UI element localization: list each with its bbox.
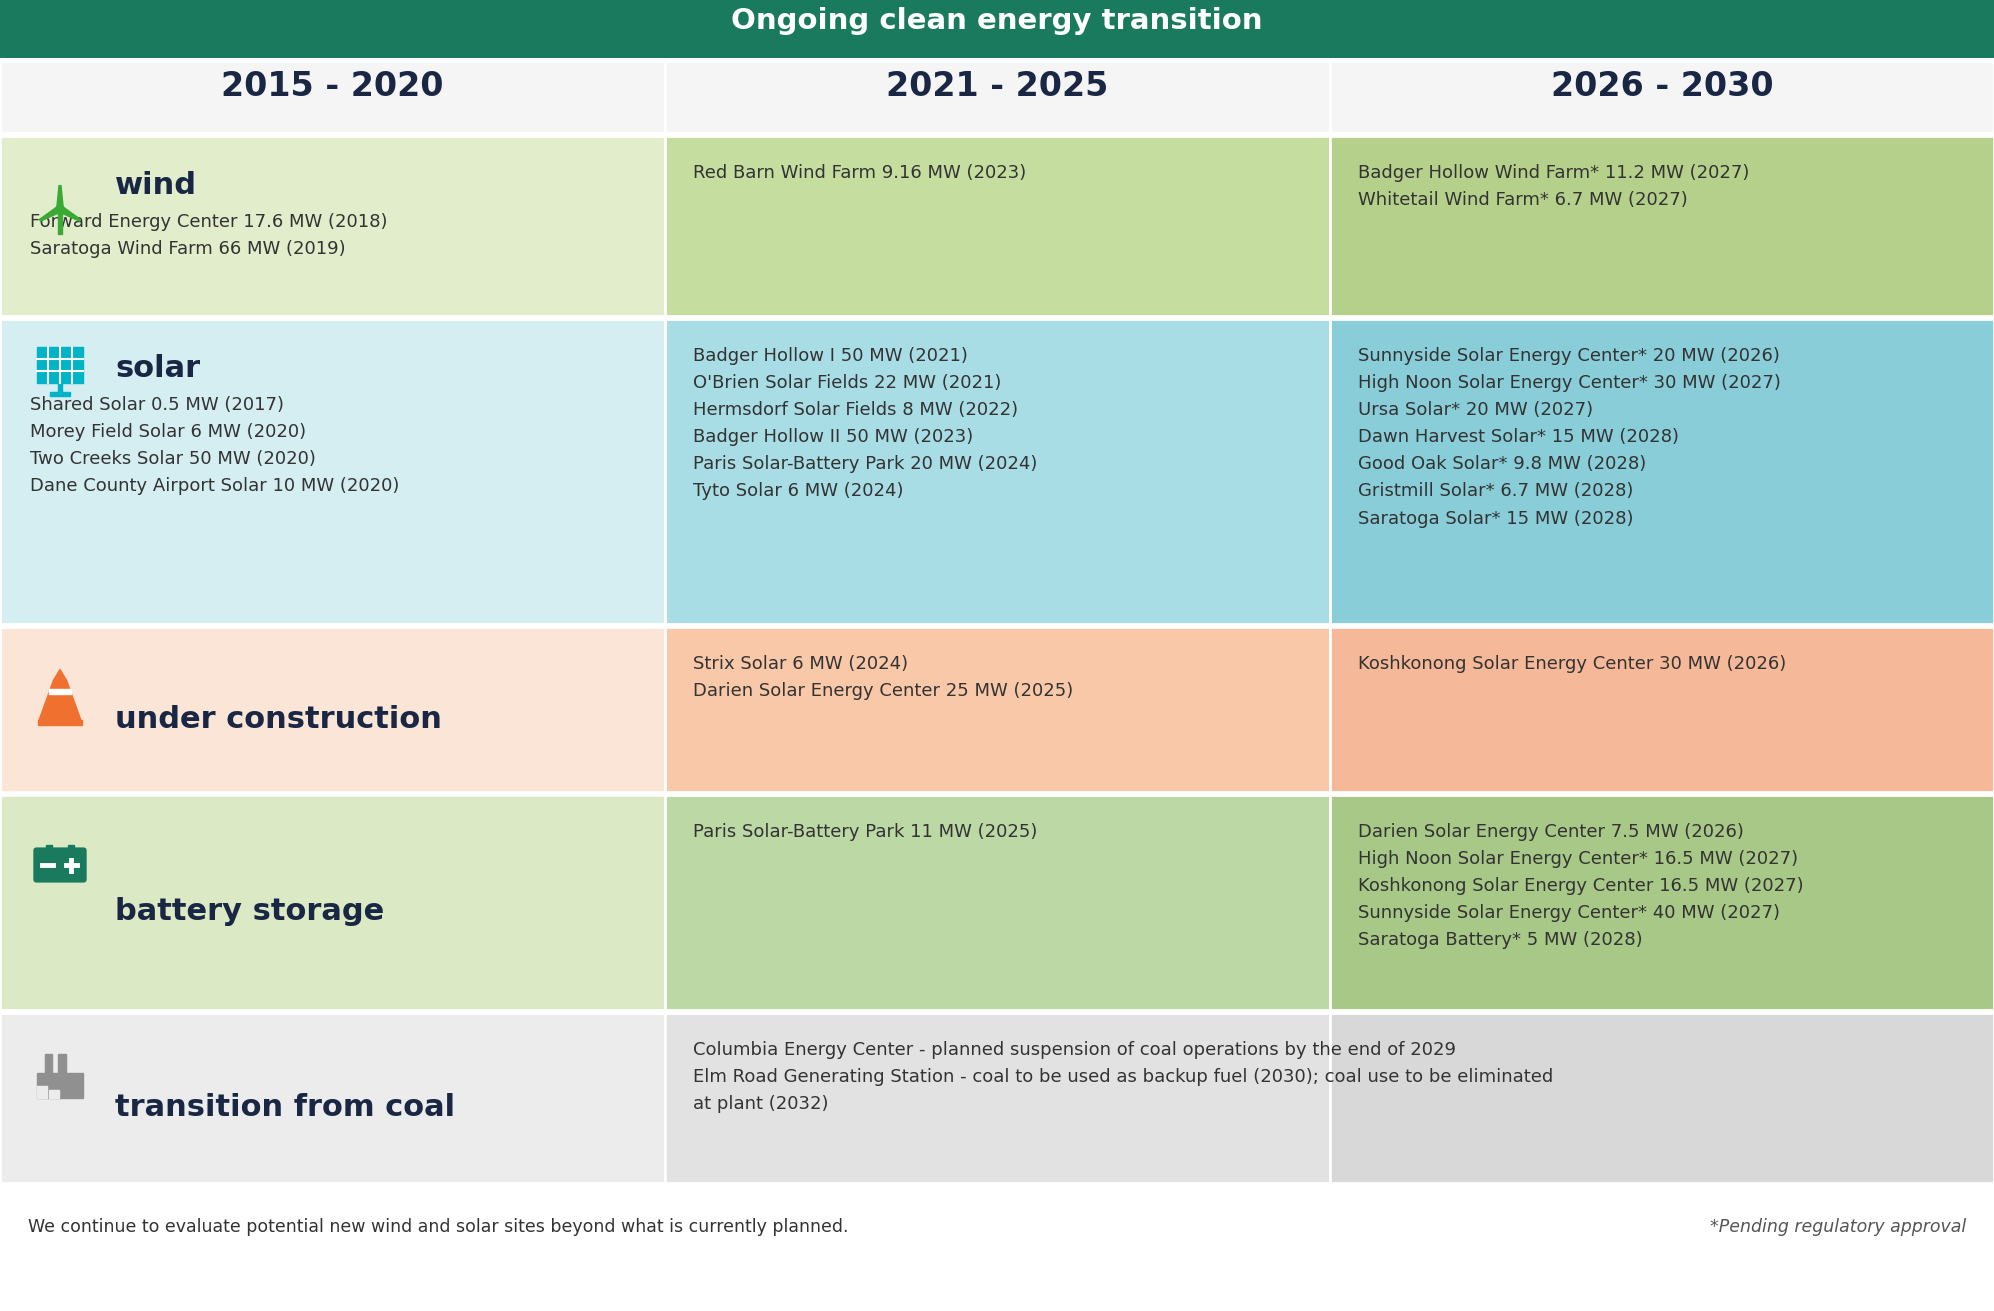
Bar — [36, 347, 84, 383]
Text: wind: wind — [116, 170, 197, 201]
Text: battery storage: battery storage — [116, 898, 385, 927]
Text: 2015 - 2020: 2015 - 2020 — [221, 71, 445, 104]
Text: 2026 - 2030: 2026 - 2030 — [1551, 71, 1773, 104]
FancyBboxPatch shape — [666, 627, 1330, 792]
FancyBboxPatch shape — [0, 0, 1994, 58]
Polygon shape — [58, 206, 80, 222]
Text: Shared Solar 0.5 MW (2017)
Morey Field Solar 6 MW (2020)
Two Creeks Solar 50 MW : Shared Solar 0.5 MW (2017) Morey Field S… — [30, 396, 399, 496]
Bar — [58, 1054, 66, 1074]
FancyBboxPatch shape — [666, 319, 1330, 624]
FancyBboxPatch shape — [666, 136, 1330, 316]
FancyBboxPatch shape — [1330, 627, 1994, 792]
Text: Badger Hollow Wind Farm* 11.2 MW (2027)
Whitetail Wind Farm* 6.7 MW (2027): Badger Hollow Wind Farm* 11.2 MW (2027) … — [1358, 164, 1749, 208]
Bar — [44, 1054, 52, 1074]
Bar — [36, 1086, 46, 1099]
Bar — [58, 383, 62, 392]
Text: We continue to evaluate potential new wind and solar sites beyond what is curren: We continue to evaluate potential new wi… — [28, 1218, 849, 1236]
FancyBboxPatch shape — [0, 319, 666, 624]
Polygon shape — [40, 680, 82, 720]
Text: Darien Solar Energy Center 7.5 MW (2026)
High Noon Solar Energy Center* 16.5 MW : Darien Solar Energy Center 7.5 MW (2026)… — [1358, 823, 1805, 949]
FancyBboxPatch shape — [1330, 62, 1994, 132]
Text: Forward Energy Center 17.6 MW (2018)
Saratoga Wind Farm 66 MW (2019): Forward Energy Center 17.6 MW (2018) Sar… — [30, 212, 387, 258]
Bar — [36, 1074, 84, 1099]
Text: under construction: under construction — [116, 704, 443, 733]
Bar — [50, 392, 70, 396]
Text: Strix Solar 6 MW (2024)
Darien Solar Energy Center 25 MW (2025): Strix Solar 6 MW (2024) Darien Solar Ene… — [694, 656, 1073, 700]
Text: Koshkonong Solar Energy Center 30 MW (2026): Koshkonong Solar Energy Center 30 MW (20… — [1358, 656, 1787, 673]
FancyBboxPatch shape — [1330, 794, 1994, 1009]
Text: *Pending regulatory approval: *Pending regulatory approval — [1709, 1218, 1966, 1236]
FancyBboxPatch shape — [1330, 319, 1994, 624]
Text: Badger Hollow I 50 MW (2021)
O'Brien Solar Fields 22 MW (2021)
Hermsdorf Solar F: Badger Hollow I 50 MW (2021) O'Brien Sol… — [694, 347, 1037, 501]
Text: Columbia Energy Center - planned suspension of coal operations by the end of 202: Columbia Energy Center - planned suspens… — [694, 1041, 1553, 1113]
Bar — [50, 1089, 60, 1099]
Bar — [38, 720, 82, 725]
Text: transition from coal: transition from coal — [116, 1093, 455, 1122]
Text: Sunnyside Solar Energy Center* 20 MW (2026)
High Noon Solar Energy Center* 30 MW: Sunnyside Solar Energy Center* 20 MW (20… — [1358, 347, 1781, 527]
Circle shape — [56, 205, 64, 212]
Text: 2021 - 2025: 2021 - 2025 — [885, 71, 1109, 104]
FancyBboxPatch shape — [1330, 136, 1994, 316]
Bar — [48, 690, 72, 695]
FancyBboxPatch shape — [34, 847, 86, 882]
FancyBboxPatch shape — [1330, 1013, 1994, 1183]
Polygon shape — [40, 206, 62, 222]
FancyBboxPatch shape — [0, 62, 666, 132]
Text: Red Barn Wind Farm 9.16 MW (2023): Red Barn Wind Farm 9.16 MW (2023) — [694, 164, 1027, 182]
Bar — [46, 846, 52, 851]
Polygon shape — [56, 186, 64, 208]
Text: solar: solar — [116, 354, 199, 383]
FancyBboxPatch shape — [666, 794, 1330, 1009]
Text: Paris Solar-Battery Park 11 MW (2025): Paris Solar-Battery Park 11 MW (2025) — [694, 823, 1037, 840]
FancyBboxPatch shape — [0, 627, 666, 792]
Bar — [58, 208, 62, 233]
Text: Ongoing clean energy transition: Ongoing clean energy transition — [732, 7, 1262, 35]
FancyBboxPatch shape — [0, 136, 666, 316]
FancyBboxPatch shape — [666, 1013, 1330, 1183]
Bar — [68, 846, 74, 851]
Polygon shape — [54, 670, 66, 680]
FancyBboxPatch shape — [0, 1013, 666, 1183]
FancyBboxPatch shape — [0, 794, 666, 1009]
FancyBboxPatch shape — [0, 1186, 1994, 1311]
FancyBboxPatch shape — [666, 62, 1330, 132]
